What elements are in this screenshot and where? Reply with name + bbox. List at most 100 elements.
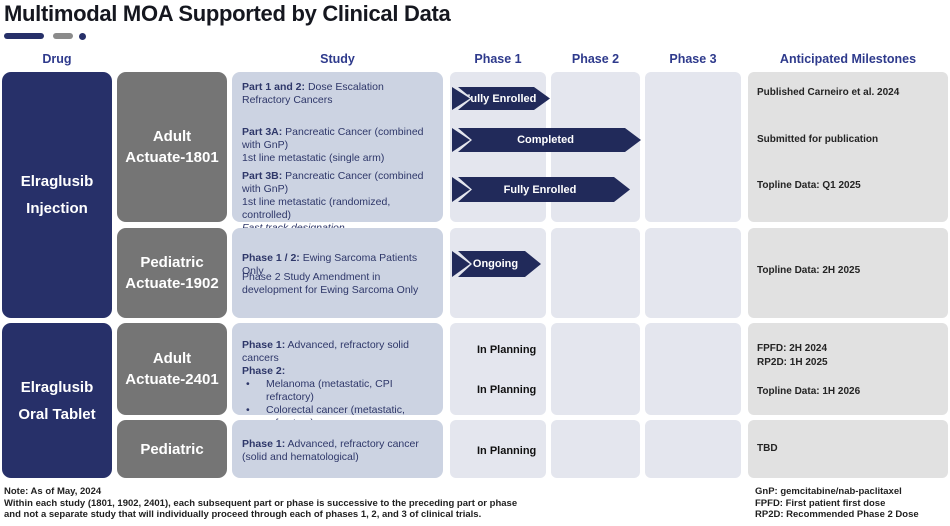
milestone-text: Topline Data: 2H 2025 <box>757 265 861 276</box>
title-underline-dot <box>79 33 86 40</box>
part-text: 1st line metastatic (single arm) <box>242 152 385 164</box>
milestones-panel-pediatric-oral: TBD <box>748 420 948 478</box>
milestone-text: RP2D: 1H 2025 <box>757 357 828 368</box>
status-label: Fully Enrolled <box>503 183 577 196</box>
column-header-phase3: Phase 3 <box>669 52 717 66</box>
status-label: Completed <box>517 134 574 146</box>
drug-box-oral-tablet: Elraglusib Oral Tablet <box>2 323 112 478</box>
bullet-marker: • <box>246 404 250 416</box>
study-box-actuate-1902: Pediatric Actuate-1902 <box>117 228 227 318</box>
arrow-body: Ongoing <box>458 251 541 277</box>
column-header-drug: Drug <box>42 52 72 66</box>
part-text: Pancreatic Cancer (combined with GnP) <box>242 170 424 195</box>
phase3-cell-2401 <box>645 323 741 415</box>
status-arrow-1801-part1and2: Fully Enrolled <box>452 87 550 110</box>
part-label: Phase 1 / 2: <box>242 252 300 264</box>
legend-line: FPFD: First patient first dose <box>755 497 886 509</box>
milestone-text: Topline Data: Q1 2025 <box>757 180 861 191</box>
footnote-note: Note: As of May, 2024 Within each study … <box>4 486 517 521</box>
status-label: Ongoing <box>472 258 519 270</box>
part-text: Dose Escalation <box>305 81 384 93</box>
column-header-phase1: Phase 1 <box>474 52 522 66</box>
drug-name-line: Elraglusib <box>20 378 94 396</box>
footnote-line: and not a separate study that will indiv… <box>4 509 482 520</box>
page-title: Multimodal MOA Supported by Clinical Dat… <box>4 1 451 26</box>
status-label: Fully Enrolled <box>463 92 537 105</box>
footnote-line: Within each study (1801, 1902, 2401), ea… <box>4 497 518 509</box>
part-label: Part 3A: <box>242 126 283 138</box>
status-arrow-1801-part3a: Completed <box>452 128 641 152</box>
status-arrow-1902: Ongoing <box>452 251 541 277</box>
study-label-line: Pediatric <box>140 254 204 271</box>
study-part-description: Part 3A: Pancreatic Cancer (combined wit… <box>242 126 435 165</box>
phase1-cell-pediatric-oral <box>450 420 546 478</box>
study-label-line: Actuate-1801 <box>125 149 219 166</box>
legend-line: RP2D: Recommended Phase 2 Dose <box>755 509 919 520</box>
milestone-text: FPFD: 2H 2024 <box>757 343 828 354</box>
study-box-actuate-1801: Adult Actuate-1801 <box>117 72 227 222</box>
part-text: Advanced, refractory solid cancers <box>242 339 409 364</box>
part-label: Part 3B: <box>242 170 283 182</box>
part-text: Ewing Sarcoma Patients Only <box>242 252 418 277</box>
arrow-body: Completed <box>458 128 641 152</box>
drug-name-line: Oral Tablet <box>18 405 96 423</box>
part-label: Phase 1: <box>242 438 286 450</box>
legend-line: GnP: gemcitabine/nab-paclitaxel <box>755 486 902 497</box>
phase3-cell-pediatric-oral <box>645 420 741 478</box>
phase2-cell-1902 <box>551 228 640 318</box>
arrow-body: Fully Enrolled <box>458 177 630 202</box>
part-label: Phase 1: <box>242 339 286 351</box>
column-header-phase2: Phase 2 <box>571 52 620 66</box>
footnote-legend: GnP: gemcitabine/nab-paclitaxel FPFD: Fi… <box>755 486 919 521</box>
milestone-text: TBD <box>757 443 778 454</box>
milestone-text: Published Carneiro et al. 2024 <box>757 87 900 98</box>
column-header-milestones: Anticipated Milestones <box>779 52 917 66</box>
title-underline-bar-navy <box>4 33 44 39</box>
study-box-pediatric-oral: Pediatric <box>117 420 227 478</box>
drug-name-line: Injection <box>26 200 88 217</box>
study-desc-panel-2401: Phase 1: Advanced, refractory solid canc… <box>232 323 443 429</box>
study-label-line: Adult <box>152 128 192 145</box>
drug-box-injection: Elraglusib Injection <box>2 72 112 318</box>
milestone-text: Topline Data: 1H 2026 <box>757 386 861 397</box>
arrow-body: Fully Enrolled <box>458 87 550 110</box>
milestones-panel-1902: Topline Data: 2H 2025 <box>748 228 948 318</box>
footnote-line: Note: As of May, 2024 <box>4 486 102 497</box>
part-label: Part 1 and 2: <box>242 81 306 93</box>
status-label-in-planning: In Planning <box>477 384 537 396</box>
title-underline-bar-gray <box>53 33 73 39</box>
study-label-line: Actuate-1902 <box>125 275 219 292</box>
study-part-description: Phase 1: Advanced, refractory cancer (so… <box>242 438 435 464</box>
bullet-marker: • <box>246 378 250 390</box>
milestone-text: Submitted for publication <box>757 134 879 145</box>
bullet-text: Melanoma (metastatic, CPI refractory) <box>266 378 393 403</box>
phase3-cell-1902 <box>645 228 741 318</box>
study-desc-panel-pediatric-oral: Phase 1: Advanced, refractory cancer (so… <box>232 420 443 478</box>
part-text: Advanced, refractory cancer <box>285 438 419 450</box>
study-label-line: Adult <box>152 350 192 367</box>
study-part-description: Phase 1 / 2: Ewing Sarcoma Patients Only <box>242 252 435 278</box>
study-desc-panel-1801: Part 1 and 2: Dose Escalation Refractory… <box>232 72 443 234</box>
phase2-cell-pediatric-oral <box>551 420 640 478</box>
column-header-study: Study <box>320 52 355 66</box>
status-arrow-1801-part3b: Fully Enrolled <box>452 177 630 202</box>
study-part-description: Part 3B: Pancreatic Cancer (combined wit… <box>242 170 435 235</box>
status-label-in-planning: In Planning <box>477 344 537 356</box>
study-label-line: Pediatric <box>140 440 204 458</box>
part-text: Pancreatic Cancer (combined with GnP) <box>242 126 424 151</box>
study-desc-panel-1902: Phase 1 / 2: Ewing Sarcoma Patients Only… <box>232 228 443 318</box>
study-part-description: Phase 2 Study Amendment in development f… <box>242 271 419 296</box>
milestones-panel-2401: FPFD: 2H 2024 RP2D: 1H 2025 Topline Data… <box>748 323 948 415</box>
study-part-description: Part 1 and 2: Dose Escalation Refractory… <box>242 81 435 107</box>
part-label: Phase 2: <box>242 365 286 377</box>
part-text: Refractory Cancers <box>242 94 333 106</box>
study-label-line: Actuate-2401 <box>125 371 219 388</box>
part-text: (solid and hematological) <box>242 451 359 463</box>
part-text: 1st line metastatic (randomized, control… <box>242 196 391 221</box>
status-label-in-planning: In Planning <box>477 445 537 457</box>
study-box-actuate-2401: Adult Actuate-2401 <box>117 323 227 415</box>
phase1-cell-2401 <box>450 323 546 415</box>
drug-name-line: Elraglusib <box>20 173 94 190</box>
phase2-cell-2401 <box>551 323 640 415</box>
